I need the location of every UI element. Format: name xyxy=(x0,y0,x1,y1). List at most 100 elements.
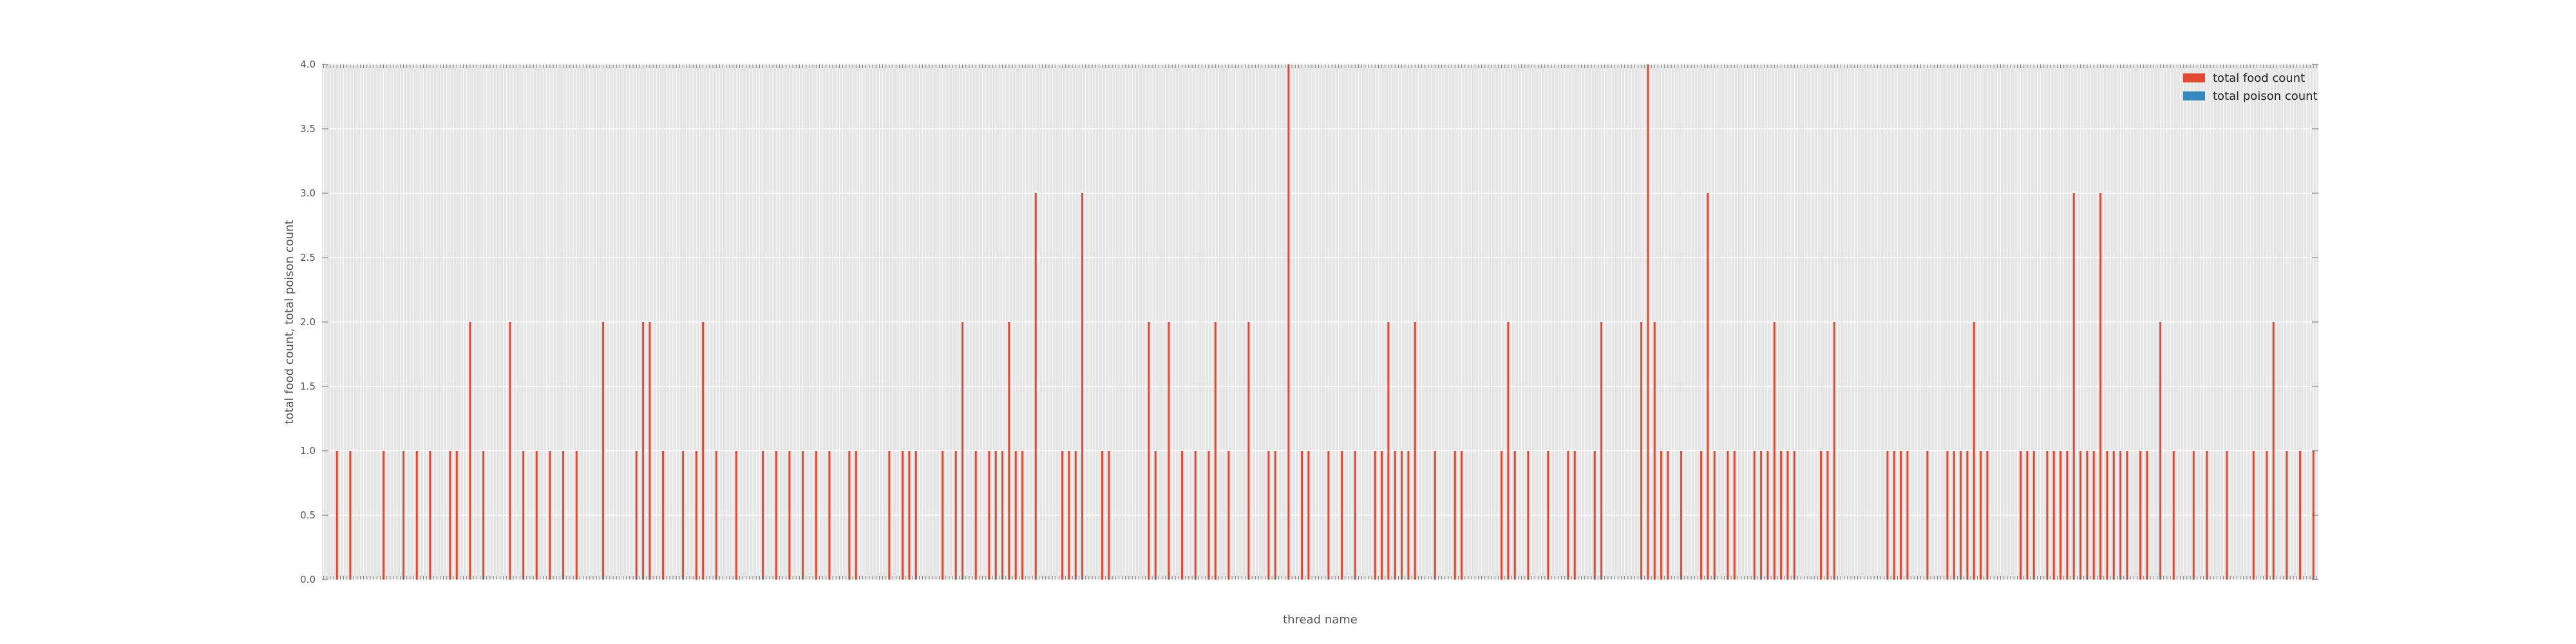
x-axis-ticks xyxy=(323,64,2317,580)
y-tick-label: 1.0 xyxy=(300,445,316,457)
bar xyxy=(1501,451,1503,580)
bar xyxy=(1374,451,1376,580)
bar xyxy=(2079,451,2082,580)
bar xyxy=(509,322,511,580)
bar xyxy=(1980,451,1982,580)
bar xyxy=(2139,451,2142,580)
bar xyxy=(914,451,917,580)
legend-label-poison: total poison count xyxy=(2213,90,2318,103)
bar xyxy=(1034,193,1037,580)
bar xyxy=(1953,451,1955,580)
bar xyxy=(1014,451,1017,580)
bar xyxy=(1287,64,1290,580)
bar xyxy=(1647,64,1649,580)
bar xyxy=(1773,322,1776,580)
bar xyxy=(695,451,697,580)
y-tick-label: 4.0 xyxy=(300,59,316,70)
bar xyxy=(715,451,717,580)
bar xyxy=(1194,451,1197,580)
legend: total food count total poison count xyxy=(2183,71,2318,103)
bar xyxy=(954,451,957,580)
bar xyxy=(2092,451,2095,580)
bar xyxy=(2099,193,2102,580)
bar xyxy=(449,451,451,580)
bar xyxy=(2192,451,2195,580)
y-tick-label: 0.5 xyxy=(300,509,316,521)
bar xyxy=(1833,322,1835,580)
bar xyxy=(988,451,990,580)
bar xyxy=(336,451,338,580)
bar xyxy=(482,451,485,580)
y-tick-label: 2.0 xyxy=(300,316,316,328)
bar xyxy=(1966,451,1969,580)
bar xyxy=(1434,451,1436,580)
bar xyxy=(1381,451,1383,580)
bar xyxy=(682,451,685,580)
bar xyxy=(383,451,385,580)
bar xyxy=(2266,451,2268,580)
y-axis-label: total food count, total poison count xyxy=(283,220,296,424)
bar xyxy=(775,451,777,580)
bar xyxy=(1101,451,1104,580)
bar xyxy=(788,451,791,580)
bar xyxy=(2286,451,2288,580)
bar xyxy=(429,451,431,580)
bar xyxy=(1826,451,1829,580)
y-tick-label: 3.0 xyxy=(300,187,316,199)
bar xyxy=(1021,451,1024,580)
bar xyxy=(1973,322,1975,580)
bar xyxy=(2106,451,2108,580)
bar xyxy=(1753,451,1756,580)
bar xyxy=(1181,451,1184,580)
bar xyxy=(1680,451,1683,580)
y-axis-ticks: 0.0 0.5 1.0 1.5 2.0 2.5 3.0 3.5 4.0 xyxy=(300,59,2318,585)
bar xyxy=(562,451,565,580)
bar xyxy=(1660,451,1663,580)
bar xyxy=(1886,451,1889,580)
bar xyxy=(1247,322,1250,580)
bar xyxy=(1068,451,1070,580)
bar xyxy=(1454,451,1456,580)
bar xyxy=(2020,451,2022,580)
bar xyxy=(2146,451,2148,580)
bar xyxy=(961,322,964,580)
bar xyxy=(828,451,831,580)
bar xyxy=(1600,322,1603,580)
bar xyxy=(1267,451,1270,580)
bar xyxy=(2252,451,2255,580)
bar xyxy=(1640,322,1643,580)
bar xyxy=(1407,451,1410,580)
bar xyxy=(815,451,817,580)
bar xyxy=(549,451,551,580)
bar xyxy=(1760,451,1763,580)
bar xyxy=(1354,451,1356,580)
bar xyxy=(2072,193,2075,580)
bar xyxy=(2126,451,2128,580)
bar xyxy=(2032,451,2035,580)
bar xyxy=(1713,451,1716,580)
bar xyxy=(575,451,578,580)
bar xyxy=(1401,451,1403,580)
bar xyxy=(2159,322,2162,580)
bar xyxy=(974,451,977,580)
bar xyxy=(1780,451,1783,580)
legend-label-food: total food count xyxy=(2213,71,2305,85)
bar xyxy=(735,451,737,580)
bar xyxy=(1307,451,1310,580)
y-tick-label: 3.5 xyxy=(300,123,316,135)
bar xyxy=(1567,451,1569,580)
bar xyxy=(2046,451,2049,580)
x-axis-label: thread name xyxy=(1283,613,1358,627)
bar xyxy=(635,451,638,580)
bar xyxy=(1766,451,1769,580)
bar xyxy=(415,451,418,580)
bar xyxy=(1727,451,1729,580)
bar xyxy=(1926,451,1929,580)
bar xyxy=(1906,451,1909,580)
bar xyxy=(1667,451,1669,580)
bar xyxy=(1547,451,1549,580)
bar xyxy=(1387,322,1390,580)
bar xyxy=(2112,451,2115,580)
bar xyxy=(1008,322,1010,580)
